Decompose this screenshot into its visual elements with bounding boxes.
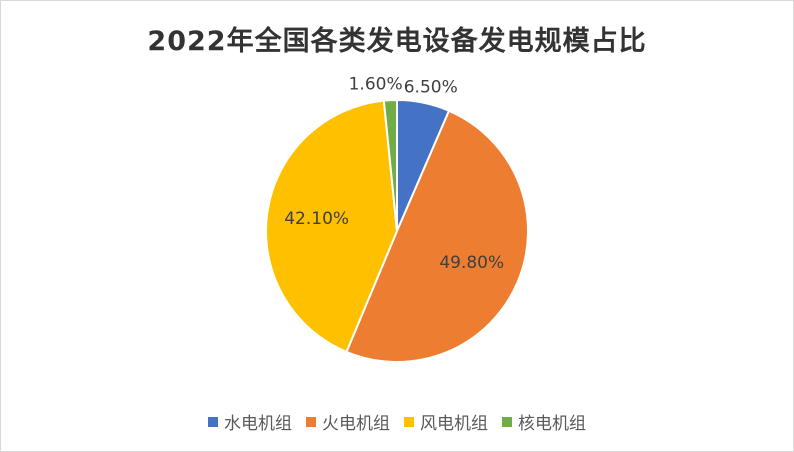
legend-label: 风电机组	[420, 414, 488, 434]
pie-slice-2	[345, 109, 530, 363]
pie-labels: 6.50% 49.80% 42.10% 1.60%	[284, 74, 504, 272]
legend-swatch	[208, 416, 218, 427]
legend-swatch	[306, 416, 316, 427]
legend-swatch	[502, 416, 512, 427]
chart-title: 2022年全国各类发电设备发电规模占比	[147, 26, 647, 57]
pie-slice-3	[265, 99, 399, 354]
legend-item-1: 水电机组	[208, 409, 292, 434]
slice-label-4: 1.60%	[349, 74, 403, 94]
legend-item-3: 风电机组	[404, 409, 488, 434]
slice-label-3: 42.10%	[284, 209, 349, 229]
legend-item-4: 核电机组	[502, 409, 586, 434]
legend-label: 核电机组	[518, 414, 586, 434]
legend: 水电机组 火电机组 风电机组 核电机组	[1, 409, 793, 434]
slice-label-1: 6.50%	[404, 77, 458, 97]
pie-slice-4	[382, 98, 398, 232]
legend-swatch	[404, 416, 414, 427]
legend-label: 水电机组	[224, 414, 292, 434]
pie-slices	[265, 98, 530, 363]
slice-label-2: 49.80%	[439, 253, 504, 273]
legend-label: 火电机组	[322, 414, 390, 434]
legend-item-2: 火电机组	[306, 409, 390, 434]
